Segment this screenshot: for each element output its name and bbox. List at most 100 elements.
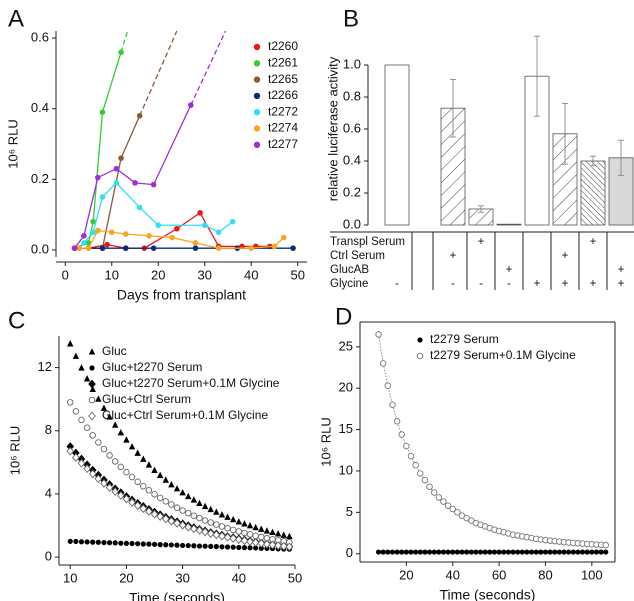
marker [185, 492, 192, 500]
y-tick-label: 0 [45, 549, 52, 564]
marker [542, 549, 549, 555]
condition-label: Ctrl Serum [330, 250, 385, 262]
legend-marker [88, 348, 96, 355]
marker [468, 549, 474, 555]
marker [547, 549, 553, 555]
error-bar [534, 35, 540, 117]
marker [184, 509, 192, 517]
marker [66, 399, 74, 406]
marker [279, 541, 288, 551]
marker [224, 513, 231, 520]
point [122, 245, 129, 251]
marker [78, 539, 85, 545]
legend-label: t2279 Serum [430, 332, 499, 346]
marker [140, 541, 146, 547]
marker [72, 453, 80, 462]
point [192, 240, 199, 246]
marker [258, 525, 265, 532]
marker [398, 431, 405, 438]
marker [208, 543, 214, 549]
legend-marker [253, 125, 261, 132]
condition-mark: + [618, 264, 625, 276]
marker [403, 442, 410, 450]
marker [473, 549, 479, 555]
marker [412, 461, 419, 469]
marker [123, 540, 130, 546]
legend-marker [253, 43, 261, 51]
x-tick-label: 100 [581, 567, 603, 582]
marker [426, 483, 433, 490]
marker [240, 536, 249, 546]
condition-mark: + [590, 278, 597, 290]
marker [201, 527, 209, 537]
marker [444, 502, 452, 509]
legend-label: Gluc+t2270 Serum+0.1M Glycine [102, 376, 280, 390]
point [187, 102, 194, 108]
marker [190, 496, 198, 503]
legend-marker [417, 337, 423, 343]
marker [100, 445, 108, 453]
condition-mark: + [562, 278, 569, 290]
marker [426, 549, 433, 555]
marker [417, 549, 423, 555]
marker [207, 505, 214, 513]
marker [422, 549, 428, 555]
marker [403, 549, 409, 555]
marker [72, 408, 80, 415]
marker [88, 469, 97, 479]
marker [417, 470, 424, 477]
marker [459, 549, 465, 555]
y-tick-label: 0 [346, 545, 353, 560]
point [108, 229, 115, 236]
marker [584, 549, 590, 555]
point [99, 245, 106, 251]
x-tick-label: 10 [105, 267, 119, 282]
x-tick-label: 40 [244, 267, 258, 282]
point [99, 109, 106, 116]
point [155, 222, 162, 229]
marker [162, 498, 170, 505]
marker [223, 532, 232, 542]
marker [184, 522, 193, 532]
series-line [74, 51, 122, 249]
marker [94, 474, 103, 484]
marker [280, 531, 287, 538]
marker [482, 549, 488, 555]
y-tick-label: 4 [45, 485, 52, 500]
marker [413, 549, 419, 555]
marker [135, 541, 141, 547]
marker [213, 521, 220, 528]
marker [168, 480, 175, 488]
marker [213, 508, 220, 515]
point [81, 233, 87, 239]
marker [454, 509, 461, 516]
legend-label: t2266 [268, 88, 298, 102]
marker [510, 549, 516, 555]
marker [162, 476, 169, 483]
marker [196, 499, 203, 506]
marker [421, 476, 429, 484]
legend-marker [88, 396, 96, 404]
marker [206, 529, 215, 538]
marker [89, 385, 96, 392]
y-tick-label: 0.4 [31, 100, 49, 115]
marker [168, 501, 175, 508]
y-tick-label: 8 [45, 422, 52, 437]
marker [133, 501, 142, 511]
marker [430, 489, 438, 496]
panel-letter: C [8, 307, 25, 334]
marker [140, 455, 147, 462]
condition-mark: + [534, 278, 541, 290]
marker [106, 452, 113, 459]
marker [156, 494, 164, 502]
marker [122, 494, 131, 504]
legend-label: t2274 [268, 121, 298, 135]
marker [178, 520, 187, 530]
marker [515, 549, 521, 555]
marker [196, 543, 203, 549]
marker [258, 545, 264, 551]
marker [179, 489, 186, 496]
marker [375, 549, 382, 555]
marker [394, 549, 400, 555]
marker [229, 526, 237, 534]
